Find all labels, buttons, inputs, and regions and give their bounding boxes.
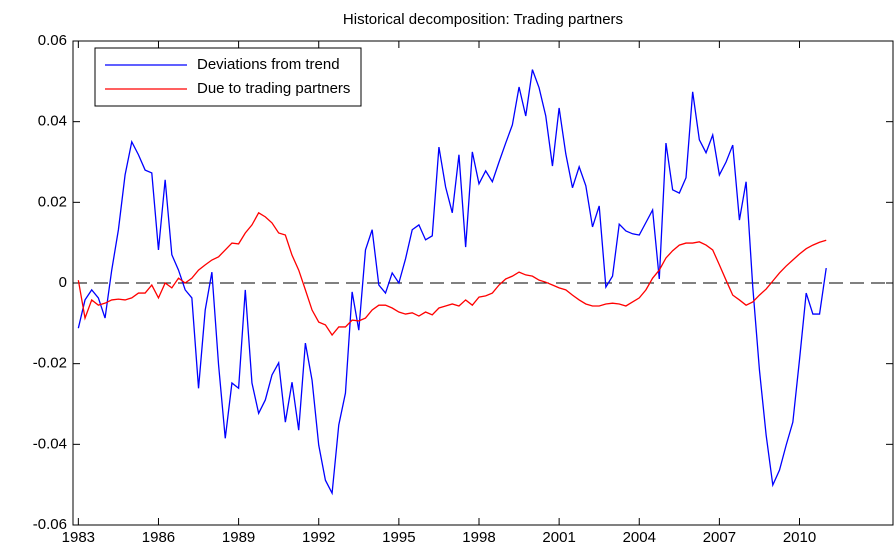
x-tick-label: 1998 xyxy=(462,529,495,546)
chart-title: Historical decomposition: Trading partne… xyxy=(343,11,623,28)
y-tick-label: -0.04 xyxy=(33,435,67,452)
legend-box xyxy=(94,47,362,107)
x-tick-label: 2007 xyxy=(703,529,736,546)
x-tick-label: 1992 xyxy=(302,529,335,546)
legend-label: Due to trading partners xyxy=(197,80,350,97)
y-tick-label: 0.04 xyxy=(38,113,67,130)
y-tick-label: -0.02 xyxy=(33,355,67,372)
y-tick-label: 0.02 xyxy=(38,193,67,210)
x-tick-label: 1986 xyxy=(142,529,175,546)
data-line xyxy=(77,69,827,496)
y-tick-label: -0.06 xyxy=(33,516,67,533)
data-line xyxy=(77,211,827,337)
y-tick-label: 0 xyxy=(59,274,67,291)
legend-label: Deviations from trend xyxy=(197,56,340,73)
x-tick-label: 1983 xyxy=(62,529,95,546)
x-tick-label: 2004 xyxy=(623,529,656,546)
x-tick-label: 1995 xyxy=(382,529,415,546)
x-tick-label: 2010 xyxy=(783,529,816,546)
y-tick-label: 0.06 xyxy=(38,32,67,49)
x-tick-label: 2001 xyxy=(542,529,575,546)
x-tick-label: 1989 xyxy=(222,529,255,546)
legend: Deviations from trend Due to trading part… xyxy=(94,47,362,107)
